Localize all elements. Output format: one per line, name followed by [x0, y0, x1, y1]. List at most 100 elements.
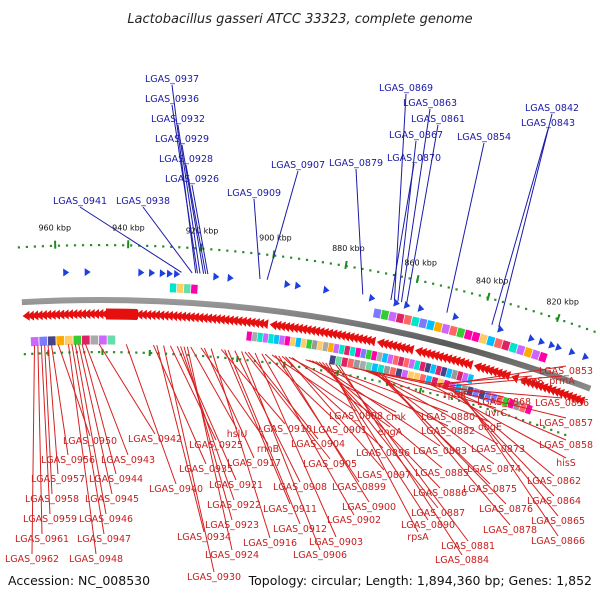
- reverse-gene-arrow: [83, 309, 91, 320]
- reverse-gene-arrow: [482, 364, 491, 375]
- minus-label-leader: [227, 349, 301, 525]
- reverse-gene-arrow: [161, 310, 169, 321]
- scale-dot: [258, 252, 261, 255]
- scale-dot: [478, 294, 481, 297]
- kbp-tick-mark: [486, 292, 491, 301]
- reverse-gene-arrow: [170, 311, 178, 322]
- cog-feature-bar: [466, 386, 474, 397]
- kbp-tick-label: 900 kbp: [259, 234, 292, 243]
- plus-label-leader: [185, 164, 207, 275]
- minus-gene-label: LGAS_0944: [89, 474, 143, 485]
- plus-label-leader: [266, 170, 299, 280]
- reverse-gene-arrow: [209, 313, 217, 324]
- minus-label-leader: [244, 351, 331, 460]
- scale-dot: [305, 258, 309, 261]
- scale-dot: [337, 263, 340, 266]
- minus-gene-label: cmk: [386, 412, 406, 423]
- scale-dot: [23, 353, 26, 356]
- cog-feature-bar: [257, 332, 264, 343]
- minus-gene-label: LGAS_0902: [327, 515, 381, 526]
- plus-gene-label: LGAS_0861: [411, 114, 465, 125]
- scale-dot: [73, 244, 77, 247]
- scale-dot: [439, 284, 443, 287]
- minus-gene-label: LGAS_0935: [179, 464, 233, 475]
- cog-feature-bar: [246, 331, 253, 341]
- minus-label-leader: [254, 352, 337, 538]
- cog-feature-bar: [483, 391, 492, 402]
- scale-dot: [60, 351, 64, 354]
- forward-gene-arrow: [213, 272, 220, 281]
- reverse-gene-arrow: [282, 322, 291, 332]
- cog-feature-bar: [412, 372, 421, 383]
- minus-gene-label: LGAS_0865: [531, 516, 585, 527]
- forward-gene-arrow: [368, 293, 376, 302]
- minus-gene-label: aspS: [521, 376, 544, 387]
- cog-feature-bar: [306, 339, 313, 349]
- reverse-gene-arrow: [527, 379, 537, 389]
- cog-feature-bar: [383, 365, 391, 376]
- cog-feature-bar: [397, 356, 405, 367]
- reverse-gene-arrow: [448, 355, 457, 366]
- minus-gene-label: LGAS_0905: [303, 459, 357, 470]
- scale-dot: [57, 244, 61, 247]
- minus-gene-label: LGAS_0912: [273, 524, 327, 535]
- minus-gene-label: LGAS_0961: [15, 534, 69, 545]
- reverse-gene-arrow: [187, 312, 195, 323]
- minus-label-leader: [461, 392, 559, 537]
- minus-label-leader: [44, 345, 53, 495]
- minus-gene-label: LGAS_0884: [435, 555, 489, 566]
- minus-label-leader: [78, 344, 113, 495]
- cog-feature-bar: [395, 313, 405, 324]
- scale-dot: [329, 262, 332, 265]
- scale-dot: [392, 273, 396, 277]
- reverse-gene-arrow: [346, 332, 355, 343]
- minus-gene-label: LGAS_0906: [293, 550, 347, 561]
- minus-gene-label: LGAS_0899: [332, 482, 386, 493]
- reverse-gene-arrow: [44, 309, 52, 320]
- cog-feature-bar: [501, 396, 510, 407]
- reverse-gene-arrow: [473, 362, 482, 373]
- scale-dot: [210, 248, 213, 251]
- reverse-gene-arrow: [200, 313, 208, 324]
- minus-label-leader: [98, 343, 156, 435]
- reverse-gene-arrow: [415, 347, 423, 357]
- minus-gene-label: LGAS_0957: [31, 474, 85, 485]
- forward-gene-arrow: [63, 268, 70, 277]
- scale-dot: [493, 410, 496, 413]
- reverse-gene-arrow: [196, 312, 204, 323]
- genome-summary-text: Topology: circular; Length: 1,894,360 bp…: [248, 573, 592, 588]
- reverse-gene-arrow: [70, 309, 78, 320]
- plus-label-leader: [142, 206, 193, 274]
- minus-label-leader: [247, 351, 319, 440]
- reverse-gene-arrow: [191, 312, 200, 323]
- cog-feature-bar: [418, 318, 428, 329]
- scale-dot: [455, 288, 458, 291]
- minus-gene-label: LGAS_0875: [463, 484, 517, 495]
- scale-dot: [457, 399, 461, 402]
- cog-feature-bar: [463, 329, 473, 341]
- plus-gene-label: LGAS_0907: [271, 160, 325, 171]
- forward-gene-arrow: [568, 347, 576, 356]
- scale-dot: [268, 361, 271, 364]
- scale-dot: [479, 405, 482, 408]
- cog-feature-bar: [530, 349, 541, 361]
- cog-feature-bar: [349, 346, 356, 357]
- cog-feature-bar: [477, 389, 486, 400]
- forward-gene-arrow: [166, 269, 173, 278]
- kbp-tick-mark: [415, 274, 420, 284]
- scale-dot: [585, 327, 589, 331]
- reverse-gene-arrow: [385, 340, 394, 351]
- cog-feature-bar: [445, 368, 453, 379]
- cog-feature-bar: [335, 356, 343, 367]
- minus-label-leader: [67, 344, 97, 555]
- reverse-gene-arrow: [295, 323, 304, 334]
- cog-feature-bar: [430, 376, 439, 387]
- minus-gene-label: LGAS_0923: [205, 520, 259, 531]
- scale-dot: [543, 426, 546, 429]
- cog-feature-bar: [353, 359, 361, 370]
- reverse-gene-arrow: [144, 309, 152, 320]
- cog-feature-bar: [516, 344, 526, 356]
- cog-feature-bar: [448, 325, 458, 337]
- reverse-gene-arrow: [217, 314, 226, 325]
